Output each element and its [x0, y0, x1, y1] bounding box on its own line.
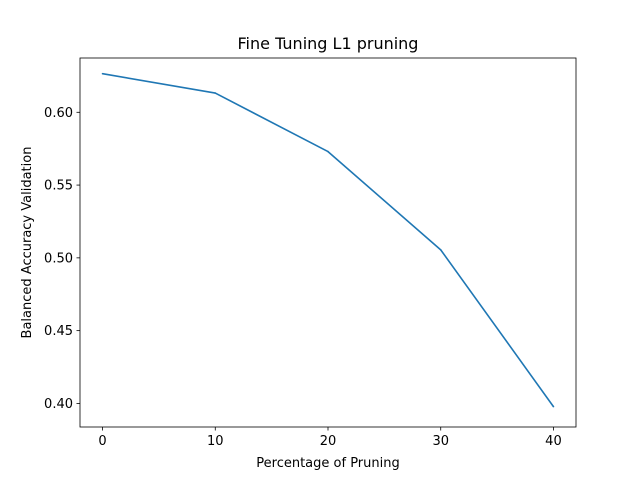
data-point — [327, 150, 329, 153]
y-tick-label: 0.45 — [44, 324, 73, 339]
data-point — [214, 92, 217, 94]
x-tick-label: 20 — [320, 434, 337, 449]
y-axis: 0.40 0.45 0.50 0.55 0.60 — [44, 106, 80, 412]
plot-area — [79, 57, 577, 428]
series-layer — [101, 72, 555, 408]
x-tick-label: 10 — [207, 434, 224, 449]
y-tick-label: 0.40 — [44, 397, 73, 412]
y-tick-label: 0.60 — [44, 106, 73, 121]
data-point — [439, 249, 442, 251]
chart-title: Fine Tuning L1 pruning — [238, 34, 419, 53]
y-tick-label: 0.50 — [44, 251, 73, 266]
data-point — [552, 405, 555, 408]
x-tick-label: 0 — [98, 434, 106, 449]
data-point — [101, 72, 104, 75]
x-tick-label: 30 — [432, 434, 449, 449]
y-axis-label: Balanced Accuracy Validation — [20, 147, 35, 339]
x-axis-label: Percentage of Pruning — [256, 456, 399, 471]
x-axis: 0 10 20 30 40 — [98, 427, 562, 449]
y-tick-label: 0.55 — [44, 179, 73, 194]
x-tick-label: 40 — [545, 434, 562, 449]
